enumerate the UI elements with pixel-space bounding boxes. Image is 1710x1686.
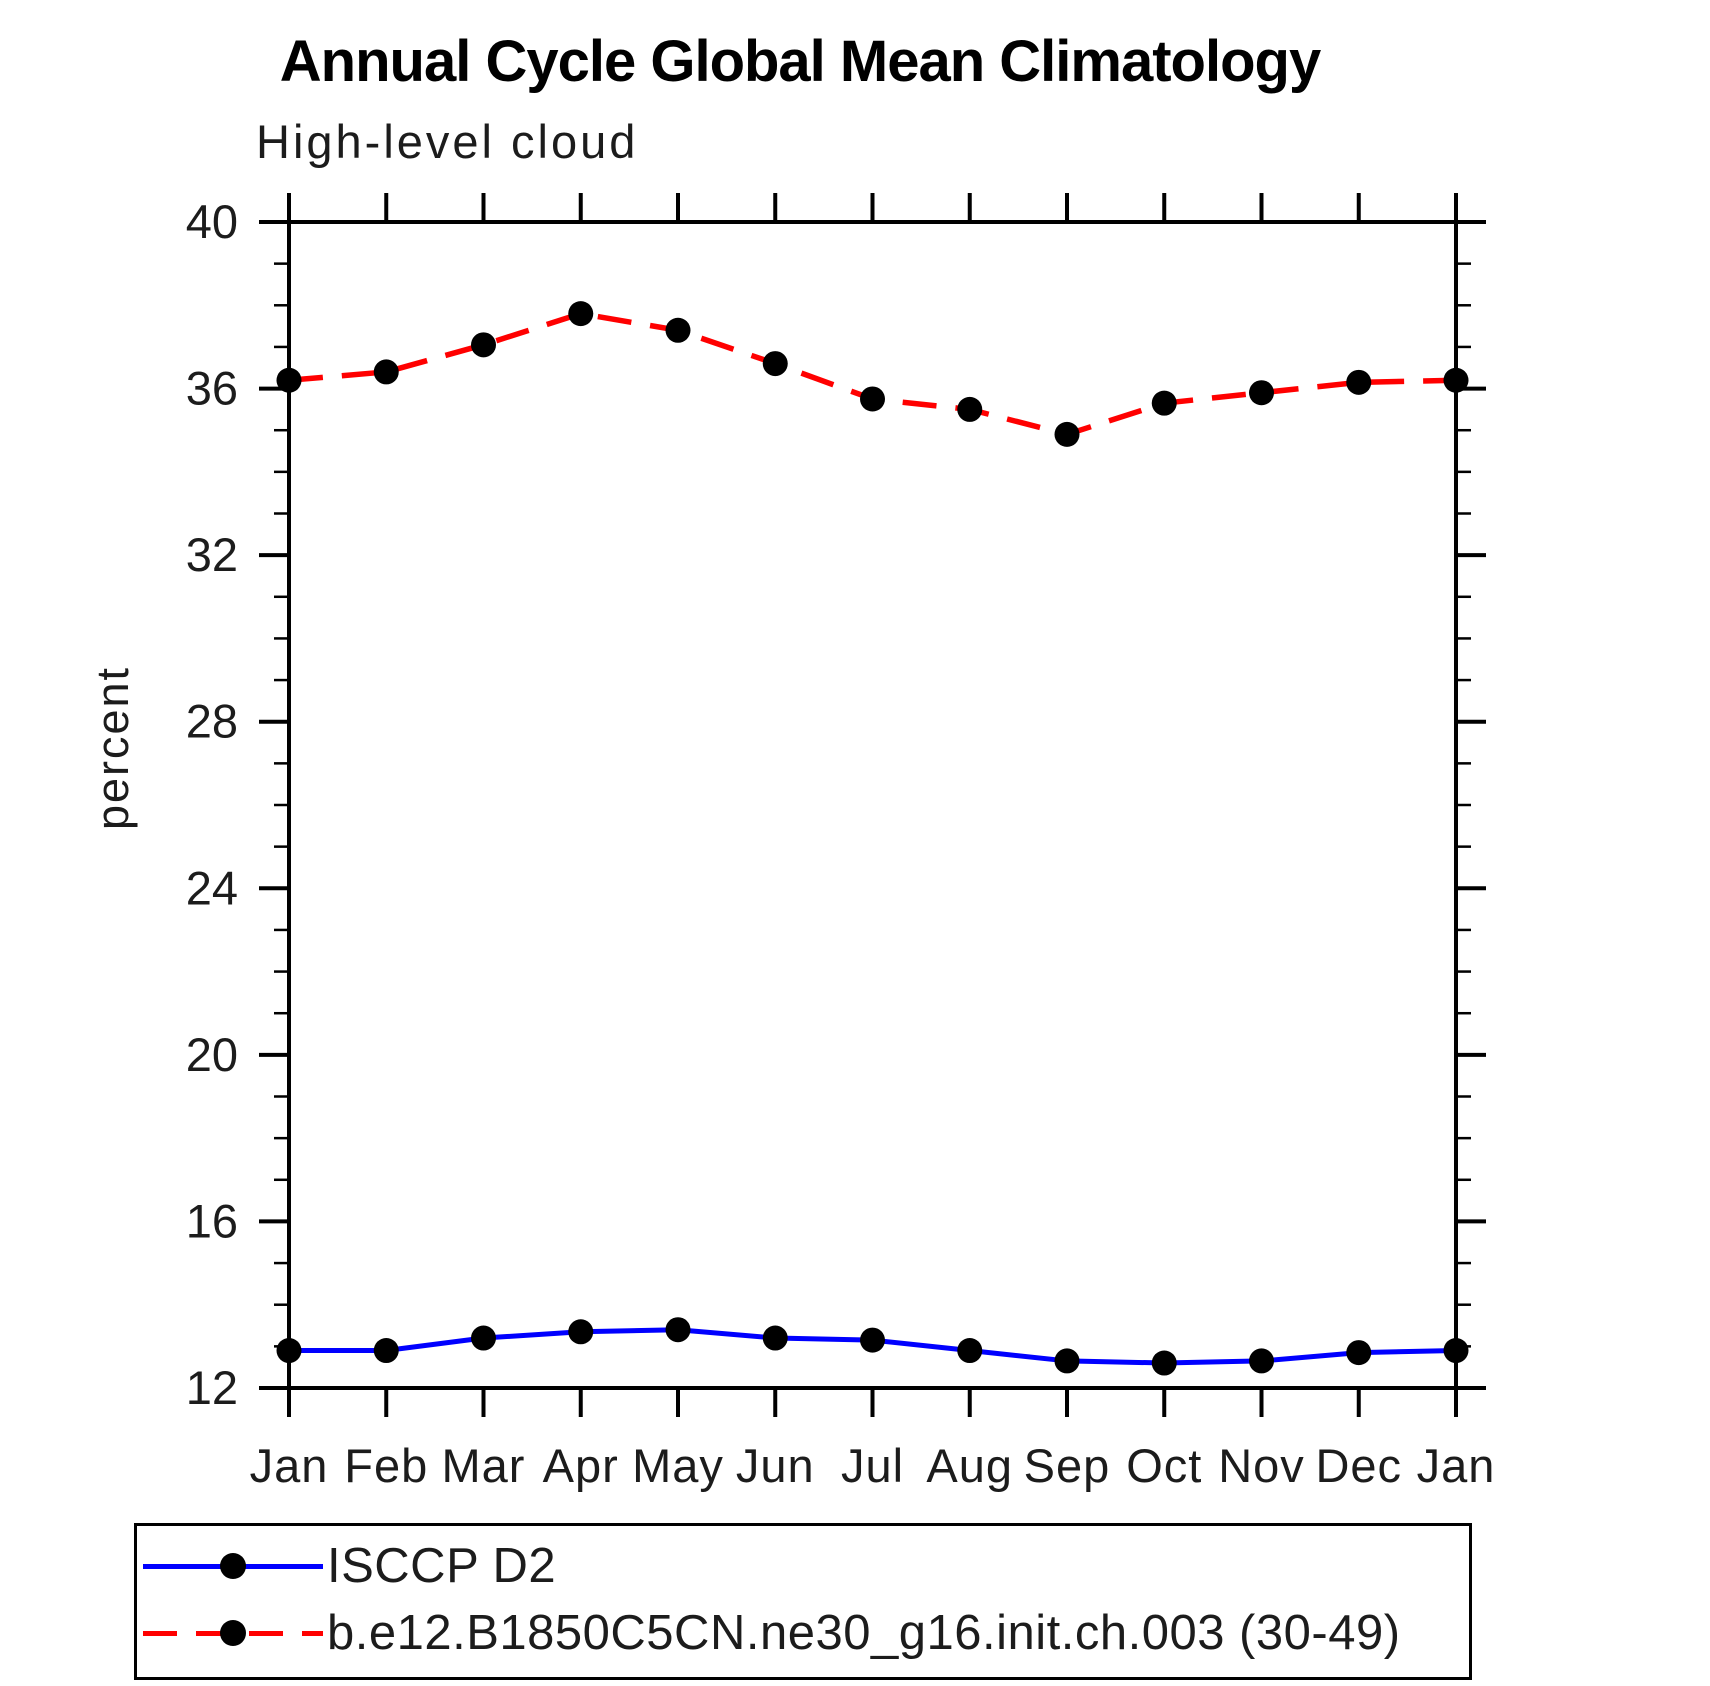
data-point [957, 396, 983, 422]
data-point [1443, 367, 1469, 393]
data-point [665, 317, 691, 343]
x-axis-tick-label: Sep [1024, 1439, 1111, 1492]
data-point [373, 359, 399, 385]
x-axis-tick-label: Mar [442, 1439, 526, 1492]
x-axis-tick-label: May [632, 1439, 724, 1492]
data-point [1443, 1338, 1469, 1364]
data-point [1249, 380, 1274, 406]
data-point [1249, 1348, 1274, 1374]
y-axis-tick-label: 40 [186, 195, 238, 248]
x-axis-tick-label: Jan [1417, 1439, 1496, 1492]
legend: ISCCP D2 b.e12.B1850C5CN.ne30_g16.init.c… [134, 1523, 1472, 1680]
data-point [1151, 390, 1177, 416]
chart-subtitle: High-level cloud [256, 115, 639, 168]
data-point [568, 301, 594, 327]
x-axis-tick-label: Apr [543, 1439, 619, 1492]
data-point [1346, 369, 1372, 395]
x-axis-tick-label: Jan [250, 1439, 329, 1492]
y-axis-tick-label: 16 [186, 1194, 238, 1247]
x-axis-tick-label: Aug [926, 1439, 1013, 1492]
y-axis-tick-label: 36 [186, 362, 238, 415]
y-axis-tick-label: 28 [186, 695, 238, 748]
x-axis-tick-label: Dec [1315, 1439, 1402, 1492]
x-axis-tick-label: Jun [736, 1439, 815, 1492]
x-axis-tick-label: Feb [344, 1439, 428, 1492]
data-point [276, 367, 302, 393]
data-point [1054, 421, 1080, 447]
data-point-marker-icon [220, 1620, 246, 1647]
data-point [762, 351, 788, 377]
y-axis-tick-label: 32 [186, 528, 238, 581]
data-point [1054, 1348, 1080, 1374]
series-line-1 [288, 310, 1457, 438]
data-point [860, 386, 885, 412]
data-point [1151, 1350, 1177, 1376]
x-axis-tick-label: Jul [841, 1439, 904, 1492]
y-axis-tick-label: 12 [186, 1361, 238, 1414]
data-point [957, 1338, 983, 1364]
y-axis-tick-label: 24 [186, 861, 238, 914]
legend-line-sample-red [141, 1619, 325, 1647]
data-point [762, 1325, 788, 1351]
x-axis-tick-label: Nov [1218, 1439, 1305, 1492]
data-point [276, 1338, 302, 1364]
data-point [860, 1327, 885, 1353]
data-point [665, 1317, 691, 1343]
legend-label: ISCCP D2 [327, 1538, 557, 1593]
data-point [471, 332, 496, 358]
y-axis-tick-label: 20 [186, 1028, 238, 1081]
legend-item-isccp-d2: ISCCP D2 [141, 1536, 1469, 1596]
data-point [373, 1338, 399, 1364]
legend-item-model-run: b.e12.B1850C5CN.ne30_g16.init.ch.003 (30… [141, 1603, 1469, 1663]
data-point [568, 1319, 594, 1345]
chart-title: Annual Cycle Global Mean Climatology [279, 29, 1321, 94]
x-axis-tick-label: Oct [1126, 1439, 1202, 1492]
data-point [1346, 1340, 1372, 1366]
data-point-marker-icon [220, 1552, 246, 1579]
legend-label: b.e12.B1850C5CN.ne30_g16.init.ch.003 (30… [327, 1606, 1401, 1661]
data-point [471, 1325, 496, 1351]
legend-line-sample-blue [141, 1552, 325, 1580]
